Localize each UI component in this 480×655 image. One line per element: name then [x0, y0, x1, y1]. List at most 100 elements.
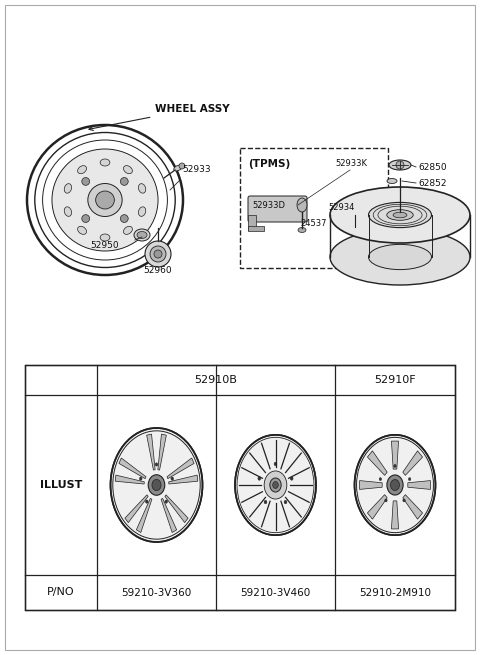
- Text: 52910B: 52910B: [194, 375, 238, 385]
- Text: 52933K: 52933K: [335, 159, 367, 168]
- Text: 52933: 52933: [182, 165, 211, 174]
- Ellipse shape: [270, 478, 281, 492]
- Ellipse shape: [137, 231, 147, 238]
- Circle shape: [150, 246, 166, 262]
- Bar: [25, 365, 455, 610]
- Polygon shape: [119, 458, 146, 479]
- Ellipse shape: [152, 479, 161, 491]
- Text: WHEEL ASSY: WHEEL ASSY: [89, 104, 229, 130]
- Polygon shape: [360, 481, 382, 489]
- Circle shape: [82, 215, 90, 223]
- Circle shape: [154, 250, 162, 258]
- Ellipse shape: [138, 207, 146, 216]
- Ellipse shape: [393, 212, 407, 217]
- Text: 62850: 62850: [418, 162, 446, 172]
- Polygon shape: [125, 495, 148, 523]
- Ellipse shape: [351, 205, 359, 217]
- Ellipse shape: [264, 471, 287, 499]
- Ellipse shape: [290, 477, 293, 480]
- Ellipse shape: [165, 500, 168, 503]
- Ellipse shape: [408, 477, 411, 481]
- Text: 52933D: 52933D: [252, 201, 285, 210]
- Ellipse shape: [64, 183, 72, 193]
- Text: 52910F: 52910F: [374, 375, 416, 385]
- Polygon shape: [165, 495, 188, 523]
- Bar: [248, 226, 264, 231]
- Circle shape: [396, 161, 404, 169]
- Text: ILLUST: ILLUST: [40, 480, 82, 490]
- Ellipse shape: [264, 500, 267, 504]
- Polygon shape: [392, 441, 398, 469]
- Ellipse shape: [330, 229, 470, 285]
- Ellipse shape: [273, 481, 278, 489]
- Ellipse shape: [145, 500, 148, 503]
- Ellipse shape: [258, 477, 261, 480]
- Ellipse shape: [134, 229, 150, 241]
- Ellipse shape: [78, 227, 86, 234]
- Ellipse shape: [64, 207, 72, 216]
- Ellipse shape: [298, 227, 306, 233]
- Ellipse shape: [123, 227, 132, 234]
- Circle shape: [120, 178, 128, 185]
- Polygon shape: [408, 481, 431, 489]
- Polygon shape: [168, 475, 198, 484]
- Polygon shape: [136, 498, 152, 533]
- Polygon shape: [158, 434, 167, 470]
- Ellipse shape: [148, 475, 165, 495]
- Ellipse shape: [138, 183, 146, 193]
- Polygon shape: [367, 495, 387, 519]
- Ellipse shape: [274, 462, 277, 466]
- Ellipse shape: [387, 179, 397, 183]
- Ellipse shape: [96, 191, 114, 209]
- Ellipse shape: [352, 236, 361, 242]
- Ellipse shape: [355, 435, 435, 535]
- Ellipse shape: [352, 227, 358, 231]
- Ellipse shape: [155, 463, 158, 466]
- Text: 52950: 52950: [91, 241, 120, 250]
- Text: (TPMS): (TPMS): [248, 159, 290, 169]
- Polygon shape: [115, 475, 144, 484]
- Ellipse shape: [330, 187, 470, 243]
- Ellipse shape: [100, 234, 110, 241]
- Ellipse shape: [171, 477, 174, 480]
- Ellipse shape: [387, 210, 413, 220]
- Ellipse shape: [52, 149, 158, 251]
- Polygon shape: [392, 501, 398, 529]
- Ellipse shape: [389, 160, 411, 170]
- FancyBboxPatch shape: [240, 148, 388, 268]
- Text: 24537: 24537: [300, 219, 326, 228]
- Ellipse shape: [385, 499, 387, 502]
- Text: P/NO: P/NO: [47, 588, 75, 597]
- Polygon shape: [403, 451, 422, 476]
- Ellipse shape: [235, 435, 316, 535]
- Ellipse shape: [123, 166, 132, 174]
- Ellipse shape: [355, 237, 360, 241]
- Bar: [248, 215, 256, 230]
- Polygon shape: [403, 495, 422, 519]
- Circle shape: [179, 163, 185, 169]
- Ellipse shape: [403, 499, 405, 502]
- Text: 62852: 62852: [418, 179, 446, 187]
- Text: 52960: 52960: [144, 266, 172, 275]
- Ellipse shape: [284, 500, 287, 504]
- Ellipse shape: [100, 159, 110, 166]
- Circle shape: [120, 215, 128, 223]
- Ellipse shape: [391, 479, 399, 491]
- Ellipse shape: [387, 475, 403, 495]
- Text: 52910-2M910: 52910-2M910: [359, 588, 431, 597]
- Ellipse shape: [88, 183, 122, 217]
- Ellipse shape: [78, 166, 86, 174]
- FancyBboxPatch shape: [248, 196, 307, 222]
- Polygon shape: [147, 434, 155, 470]
- Ellipse shape: [110, 428, 203, 542]
- Circle shape: [145, 241, 171, 267]
- Ellipse shape: [394, 464, 396, 468]
- Polygon shape: [367, 451, 387, 476]
- Ellipse shape: [369, 244, 432, 270]
- Ellipse shape: [379, 477, 382, 481]
- Text: 59210-3V460: 59210-3V460: [240, 588, 311, 597]
- Circle shape: [82, 178, 90, 185]
- Ellipse shape: [369, 202, 432, 227]
- Text: 52934: 52934: [328, 203, 354, 212]
- Polygon shape: [167, 458, 194, 479]
